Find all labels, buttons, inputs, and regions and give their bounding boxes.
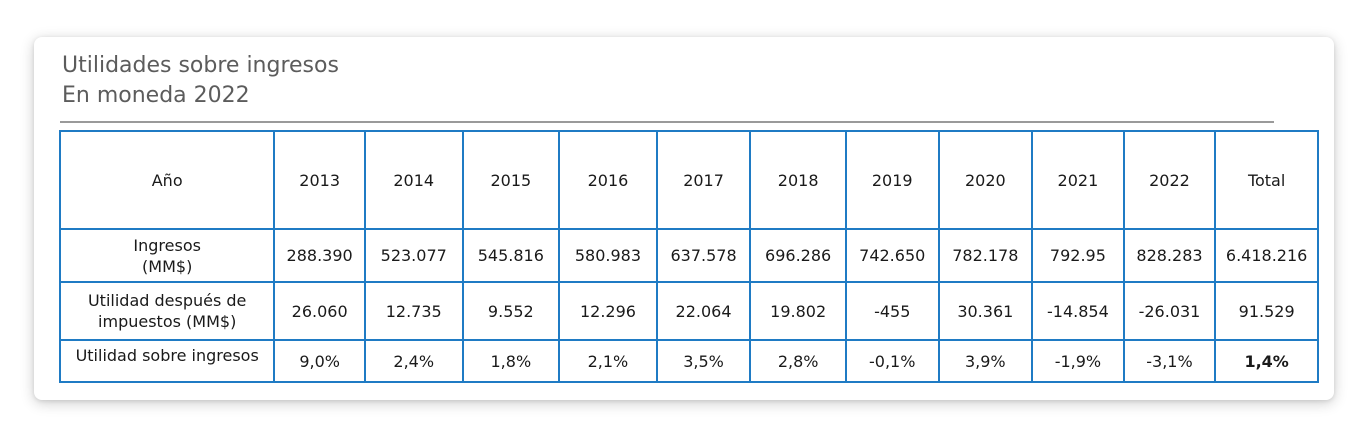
table-card: Utilidades sobre ingresos En moneda 2022… — [34, 37, 1334, 400]
table-row-utilidad-sobre-ingresos: Utilidad sobre ingresos 9,0% 2,4% 1,8% 2… — [58, 339, 1319, 383]
table-cell: 19.802 — [749, 281, 847, 341]
table-row-utilidad: Utilidad después de impuestos (MM$) 26.0… — [58, 281, 1319, 341]
table-cell: -14.854 — [1031, 281, 1125, 341]
table-cell: -26.031 — [1122, 281, 1217, 341]
header-cell-year-label: Año — [58, 130, 276, 230]
row-label-line: Utilidad después de — [87, 291, 247, 310]
title-divider — [60, 121, 1274, 123]
table-cell: 12.296 — [558, 281, 658, 341]
table-cell: 2,8% — [749, 339, 847, 383]
table-cell: 3,5% — [655, 339, 752, 383]
table-cell: -1,9% — [1031, 339, 1125, 383]
data-table: Año 2013 2014 2015 2016 2017 2018 2019 2… — [58, 130, 1319, 383]
row-label-line: impuestos (MM$) — [98, 312, 237, 331]
table-cell-total: 6.418.216 — [1214, 228, 1319, 283]
header-cell-total: Total — [1214, 130, 1319, 230]
header-cell-2020: 2020 — [937, 130, 1034, 230]
table-cell: 696.286 — [749, 228, 847, 283]
table-cell: 637.578 — [655, 228, 752, 283]
table-cell: 9.552 — [461, 281, 561, 341]
table-cell: 2,4% — [363, 339, 464, 383]
header-cell-2022: 2022 — [1122, 130, 1217, 230]
table-cell: -3,1% — [1122, 339, 1217, 383]
table-cell-total: 1,4% — [1214, 339, 1319, 383]
table-cell: 792.95 — [1031, 228, 1125, 283]
table-cell: 30.361 — [937, 281, 1034, 341]
table-cell-total: 91.529 — [1214, 281, 1319, 341]
table-cell: 742.650 — [844, 228, 940, 283]
title-line-2: En moneda 2022 — [62, 83, 250, 108]
title-line-1: Utilidades sobre ingresos — [62, 53, 339, 78]
header-cell-2017: 2017 — [655, 130, 752, 230]
table-cell: 12.735 — [363, 281, 464, 341]
table-header-row: Año 2013 2014 2015 2016 2017 2018 2019 2… — [58, 130, 1319, 230]
row-label-ingresos: Ingresos (MM$) — [58, 228, 276, 283]
table-cell: 828.283 — [1122, 228, 1217, 283]
table-cell: 1,8% — [461, 339, 561, 383]
table-cell: 580.983 — [558, 228, 658, 283]
row-label-line: Ingresos — [133, 235, 201, 255]
table-cell: 523.077 — [363, 228, 464, 283]
header-cell-2013: 2013 — [273, 130, 366, 230]
table-row-ingresos: Ingresos (MM$) 288.390 523.077 545.816 5… — [58, 228, 1319, 283]
table-cell: 2,1% — [558, 339, 658, 383]
table-cell: -455 — [844, 281, 940, 341]
row-label-line: (MM$) — [142, 256, 193, 276]
table-cell: 782.178 — [937, 228, 1034, 283]
table-cell: 545.816 — [461, 228, 561, 283]
table-title: Utilidades sobre ingresos En moneda 2022 — [62, 51, 339, 111]
header-cell-2015: 2015 — [461, 130, 561, 230]
row-label-utilidad: Utilidad después de impuestos (MM$) — [58, 281, 276, 341]
table-cell: 9,0% — [273, 339, 366, 383]
table-cell: 26.060 — [273, 281, 366, 341]
header-cell-2019: 2019 — [844, 130, 940, 230]
header-cell-2021: 2021 — [1031, 130, 1125, 230]
header-cell-2018: 2018 — [749, 130, 847, 230]
table-cell: 22.064 — [655, 281, 752, 341]
table-cell: 3,9% — [937, 339, 1034, 383]
row-label-utilidad-sobre-ingresos: Utilidad sobre ingresos — [58, 339, 276, 383]
table-cell: -0,1% — [844, 339, 940, 383]
header-cell-2016: 2016 — [558, 130, 658, 230]
table-cell: 288.390 — [273, 228, 366, 283]
header-cell-2014: 2014 — [363, 130, 464, 230]
